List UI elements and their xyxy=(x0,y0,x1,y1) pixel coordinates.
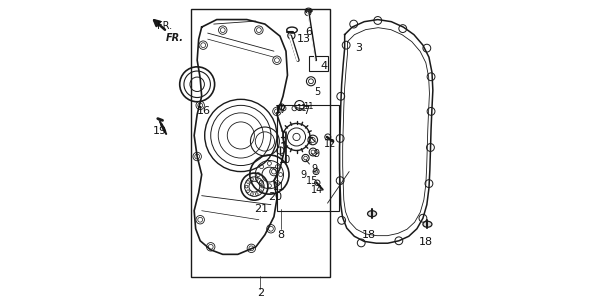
Text: 19: 19 xyxy=(153,126,167,136)
Text: 9: 9 xyxy=(314,148,320,159)
Ellipse shape xyxy=(423,221,432,227)
Text: 11: 11 xyxy=(296,104,306,113)
Text: 18: 18 xyxy=(362,230,376,240)
Text: 7: 7 xyxy=(303,106,310,116)
Text: 4: 4 xyxy=(320,61,327,71)
Text: 13: 13 xyxy=(297,34,311,44)
Text: 8: 8 xyxy=(277,230,284,240)
Bar xyxy=(277,105,339,211)
Bar xyxy=(309,56,328,71)
Text: 15: 15 xyxy=(306,175,319,186)
Text: 16: 16 xyxy=(197,106,211,116)
Text: 18: 18 xyxy=(419,237,433,247)
Text: 12: 12 xyxy=(324,139,336,150)
Text: 9: 9 xyxy=(300,169,306,180)
Text: 3: 3 xyxy=(355,43,362,53)
Text: 10: 10 xyxy=(279,154,291,165)
Text: 6: 6 xyxy=(305,26,312,37)
Text: FR.: FR. xyxy=(166,33,184,42)
Text: 11: 11 xyxy=(303,102,313,111)
Text: 21: 21 xyxy=(254,204,268,214)
Text: FR.: FR. xyxy=(158,20,172,31)
Text: 11: 11 xyxy=(273,182,286,192)
Text: 20: 20 xyxy=(268,192,283,202)
Ellipse shape xyxy=(368,211,376,217)
Bar xyxy=(191,9,330,277)
Text: 5: 5 xyxy=(314,87,320,97)
Text: 14: 14 xyxy=(311,185,323,195)
Text: 17: 17 xyxy=(275,105,287,115)
Text: 9: 9 xyxy=(312,163,317,174)
Text: 2: 2 xyxy=(257,288,264,299)
